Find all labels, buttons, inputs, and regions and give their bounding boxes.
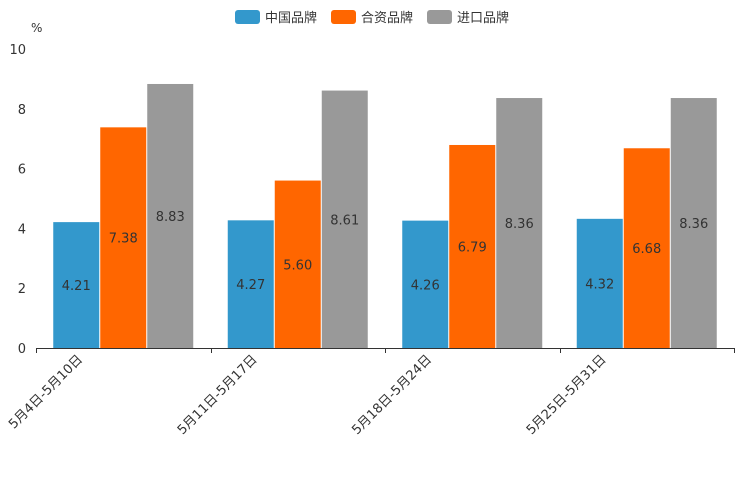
legend-swatch-series-3 xyxy=(427,9,452,24)
bar-s2-c2 xyxy=(274,180,321,348)
legend-item-series-2[interactable]: 合资品牌 xyxy=(330,7,413,26)
bar-s1-c1 xyxy=(53,222,100,348)
x-tick-label-4: 5月25日-5月31日 xyxy=(524,352,610,438)
bar-s3-c3 xyxy=(496,98,543,348)
data-label-s1-c1: 4.21 xyxy=(62,279,91,294)
legend-label-series-1: 中国品牌 xyxy=(264,11,317,26)
data-label-s3-c1: 8.83 xyxy=(156,210,185,225)
bar-s2-c1 xyxy=(100,127,147,348)
x-tick-label-2: 5月11日-5月17日 xyxy=(175,352,261,438)
bar-s3-c4 xyxy=(670,98,717,348)
y-tick-label-1: 2 xyxy=(18,282,26,297)
bar-s1-c2 xyxy=(227,220,274,348)
bar-s3-c1 xyxy=(147,83,194,348)
y-tick-label-0: 0 xyxy=(18,342,26,357)
data-label-s3-c2: 8.61 xyxy=(330,213,359,228)
data-label-s3-c4: 8.36 xyxy=(679,217,708,232)
data-label-s1-c3: 4.26 xyxy=(411,278,440,293)
bar-s3-c2 xyxy=(321,90,368,348)
chart-legend: 中国品牌 合资品牌 进口品牌 xyxy=(0,7,744,26)
legend-label-series-2: 合资品牌 xyxy=(360,11,413,26)
y-tick-label-4: 8 xyxy=(18,103,26,118)
bar-s2-c4 xyxy=(623,148,670,348)
y-tick-label-5: 10 xyxy=(9,43,26,58)
data-label-s2-c3: 6.79 xyxy=(458,240,487,255)
legend-swatch-series-1 xyxy=(234,9,260,24)
legend-item-series-1[interactable]: 中国品牌 xyxy=(234,7,317,26)
y-tick-label-3: 6 xyxy=(18,163,26,178)
bar-s2-c3 xyxy=(449,144,496,348)
data-label-s1-c2: 4.27 xyxy=(236,278,265,293)
data-label-s3-c3: 8.36 xyxy=(505,217,534,232)
y-axis-unit-label: % xyxy=(31,21,43,35)
legend-swatch-series-2 xyxy=(330,9,356,24)
bar-s1-c4 xyxy=(576,218,623,348)
x-tick-label-1: 5月4日-5月10日 xyxy=(6,352,86,432)
legend-label-series-3: 进口品牌 xyxy=(457,11,510,26)
legend-item-series-3[interactable]: 进口品牌 xyxy=(427,7,509,26)
data-label-s2-c1: 7.38 xyxy=(109,232,138,247)
data-label-s1-c4: 4.32 xyxy=(585,277,614,292)
data-label-s2-c4: 6.68 xyxy=(632,242,661,257)
y-tick-label-2: 4 xyxy=(18,222,26,237)
bar-s1-c3 xyxy=(402,220,449,348)
x-tick-label-3: 5月18日-5月24日 xyxy=(349,352,435,438)
data-label-s2-c2: 5.60 xyxy=(283,258,312,273)
